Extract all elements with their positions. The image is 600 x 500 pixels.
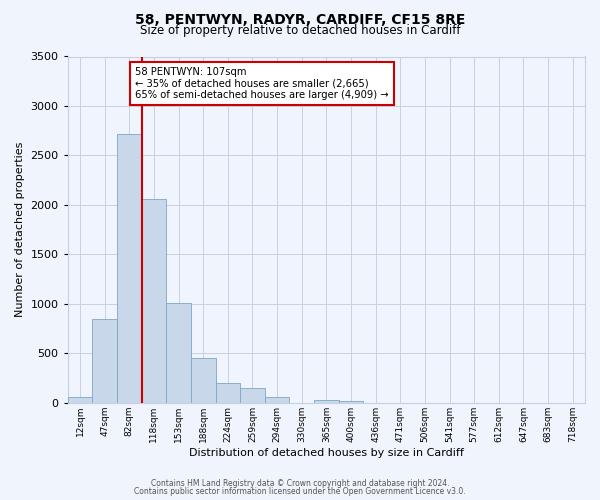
Bar (117, 134, 142, 403)
Bar (92, 318, 117, 403)
Bar (68, 398, 92, 403)
Text: 58 PENTWYN: 107sqm
← 35% of detached houses are smaller (2,665)
65% of semi-deta: 58 PENTWYN: 107sqm ← 35% of detached hou… (135, 67, 389, 100)
Text: Contains HM Land Registry data © Crown copyright and database right 2024.: Contains HM Land Registry data © Crown c… (151, 478, 449, 488)
Text: 58, PENTWYN, RADYR, CARDIFF, CF15 8RE: 58, PENTWYN, RADYR, CARDIFF, CF15 8RE (135, 12, 465, 26)
Bar (338, 402, 364, 403)
X-axis label: Distribution of detached houses by size in Cardiff: Distribution of detached houses by size … (189, 448, 464, 458)
Bar (314, 400, 338, 403)
Bar (166, 304, 191, 403)
Bar (240, 388, 265, 403)
Y-axis label: Number of detached properties: Number of detached properties (15, 142, 25, 318)
Text: Size of property relative to detached houses in Cardiff: Size of property relative to detached ho… (140, 24, 460, 37)
Text: Contains public sector information licensed under the Open Government Licence v3: Contains public sector information licen… (134, 487, 466, 496)
Bar (142, 199, 166, 403)
Bar (191, 358, 215, 403)
Bar (215, 382, 240, 403)
Bar (265, 398, 289, 403)
